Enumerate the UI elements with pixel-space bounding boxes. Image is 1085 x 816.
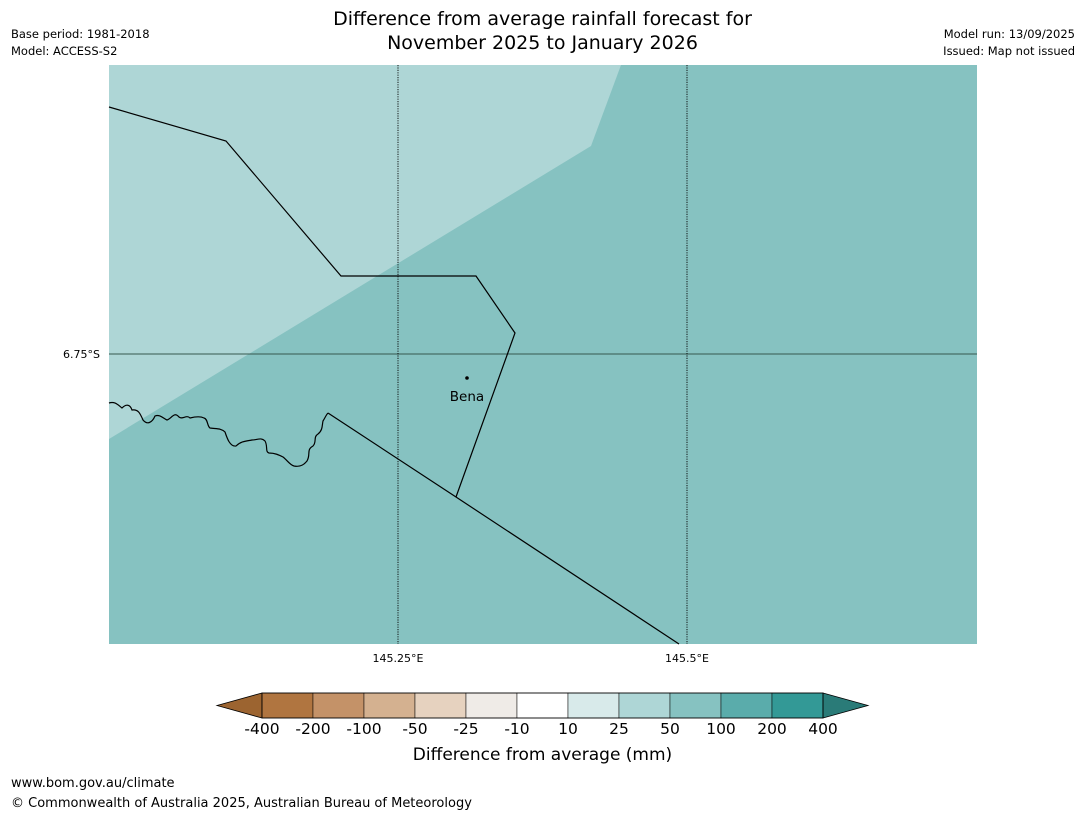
lon-tick-label-145-5: 145.5°E [665,652,709,665]
colorbar-swatch [618,692,671,719]
colorbar-swatch [567,692,620,719]
colorbar-labels: -400 -200 -100 -50 -25 -10 10 25 50 100 200 400 [0,720,1085,740]
colorbar-tick-label: 25 [609,720,629,738]
colorbar-tick-label: 400 [808,720,838,738]
colorbar-tick-label: 100 [706,720,736,738]
map-title: Difference from average rainfall forecas… [0,7,1085,55]
colorbar-swatch [669,692,722,719]
place-marker-dot [465,376,469,380]
province-border-north [108,106,516,498]
colorbar-swatch [414,692,467,719]
lat-tick-label: 6.75°S [63,348,100,361]
river-boundary [108,401,329,467]
colorbar-tick-label: -25 [453,720,479,738]
colorbar-tick-label: 50 [660,720,680,738]
colorbar-tick-label: 200 [757,720,787,738]
model-name: Model: ACCESS-S2 [11,44,118,58]
colorbar-tick-label: -10 [504,720,530,738]
colorbar-swatch [261,692,314,719]
colorbar-tick-label: -50 [402,720,428,738]
colorbar-swatch [516,692,569,719]
colorbar-extend-high [822,692,870,719]
colorbar [215,692,870,719]
colorbar-swatch [312,692,365,719]
colorbar-tick-label: 10 [558,720,578,738]
title-line-1: Difference from average rainfall forecas… [333,8,752,30]
rainfall-band-25-50 [109,65,621,439]
title-line-2: November 2025 to January 2026 [387,32,698,54]
model-run: Model run: 13/09/2025 [943,27,1075,41]
colorbar-extend-low [215,692,263,719]
footer-url[interactable]: www.bom.gov.au/climate [11,776,175,791]
colorbar-swatch [465,692,518,719]
lon-tick-label-145-25: 145.25°E [373,652,424,665]
colorbar-title: Difference from average (mm) [412,745,673,765]
colorbar-outline [261,692,824,719]
base-period: Base period: 1981-2018 [11,27,150,41]
place-label-bena: Bena [450,389,484,405]
province-border-south [327,412,680,645]
footer-copyright: © Commonwealth of Australia 2025, Austra… [11,796,472,811]
colorbar-tick-label: -200 [295,720,331,738]
issued-status: Issued: Map not issued [943,44,1075,58]
colorbar-tick-label: -100 [346,720,382,738]
colorbar-swatch [720,692,773,719]
colorbar-swatch [363,692,416,719]
colorbar-tick-label: -400 [244,720,280,738]
colorbar-swatch [771,692,824,719]
map-panel: Bena [108,65,977,645]
meta-left: Base period: 1981-2018 Model: ACCESS-S2 [11,26,150,60]
meta-right: Model run: 13/09/2025 Issued: Map not is… [943,26,1075,60]
